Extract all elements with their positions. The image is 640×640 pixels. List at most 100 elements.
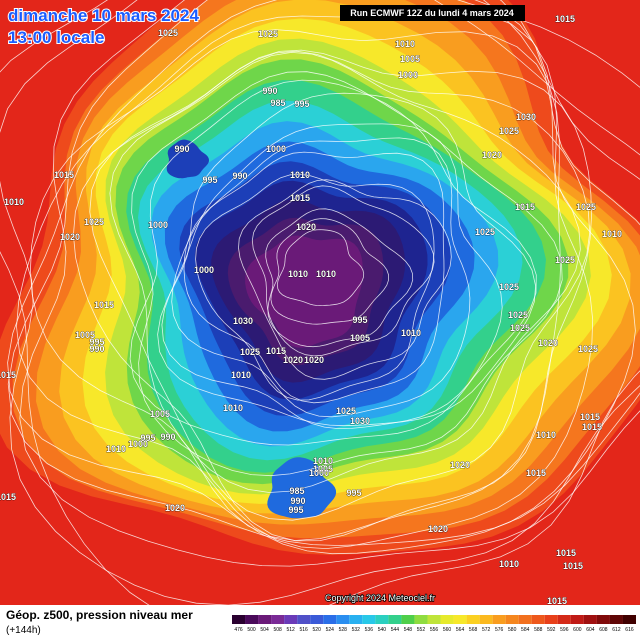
- colorbar-label: 604: [586, 627, 595, 633]
- isobar-label: 990: [89, 344, 104, 354]
- isobar-label: 1015: [515, 202, 535, 212]
- time: 13:00 locale: [8, 28, 104, 47]
- isobar-label: 1015: [563, 561, 583, 571]
- isobar-label: 1010: [106, 444, 126, 454]
- colorbar-label: 576: [495, 627, 504, 633]
- isobar-label: 1005: [150, 409, 170, 419]
- colorbar-swatch: [492, 615, 506, 624]
- isobar-label: 1000: [309, 468, 329, 478]
- colorbar-label: 504: [260, 627, 269, 633]
- colorbar-label: 568: [469, 627, 478, 633]
- isobar-label: 1030: [350, 416, 370, 426]
- isobar-label: 995: [202, 175, 217, 185]
- isobar-label: 995: [352, 315, 367, 325]
- footer-title: Géop. z500, pression niveau mer: [6, 608, 193, 622]
- colorbar-swatch: [297, 615, 311, 624]
- isobar-label: 1025: [240, 347, 260, 357]
- isobar: [251, 185, 435, 357]
- colorbar-label: 584: [521, 627, 530, 633]
- colorbar-swatch: [323, 615, 337, 624]
- isobar-label: 1025: [499, 126, 519, 136]
- isobar-label: 1010: [223, 403, 243, 413]
- colorbar-label: 500: [247, 627, 256, 633]
- isobar-label: 1025: [258, 29, 278, 39]
- isobar-label: 1020: [165, 503, 185, 513]
- isobar: [171, 137, 471, 418]
- isobar-label: 1025: [158, 28, 178, 38]
- colorbar-label: 596: [560, 627, 569, 633]
- isobar-label: 1020: [482, 150, 502, 160]
- isobar: [276, 229, 365, 307]
- isobar-label: 990: [174, 144, 189, 154]
- colorbar-swatch: [349, 615, 363, 624]
- isobar-label: 985: [270, 98, 285, 108]
- isobar-label: 1000: [266, 144, 286, 154]
- isobar-label: 1025: [84, 217, 104, 227]
- run-label: Run ECMWF 12Z du lundi 4 mars 2024: [350, 8, 514, 18]
- colorbar-label: 560: [443, 627, 452, 633]
- isobar-label: 995: [294, 99, 309, 109]
- isobar-label: 1020: [428, 524, 448, 534]
- isobar-label: 995: [89, 337, 104, 347]
- isobar-label: 995: [346, 488, 361, 498]
- low-blob: [166, 139, 209, 179]
- isobar-label: 1030: [516, 112, 536, 122]
- isobar-label: 1000: [194, 265, 214, 275]
- isobar-label: 985: [289, 486, 304, 496]
- isobar-label: 1015: [94, 300, 114, 310]
- colorbar-label: 564: [456, 627, 465, 633]
- colorbar-label: 548: [404, 627, 413, 633]
- colorbar-label: 540: [378, 627, 387, 633]
- colorbar-swatch: [583, 615, 597, 624]
- isobar-label: 1015: [54, 170, 74, 180]
- colorbar-swatch: [596, 615, 610, 624]
- colorbar-swatch: [622, 615, 636, 624]
- isobar-label: 1010: [313, 456, 333, 466]
- isobar-label: 1010: [288, 269, 308, 279]
- colorbar-label: 508: [273, 627, 282, 633]
- isobar-label: 1020: [538, 338, 558, 348]
- colorbar-label: 512: [286, 627, 295, 633]
- isobar: [7, 0, 640, 546]
- isobar: [109, 51, 581, 493]
- colorbar-swatch: [388, 615, 402, 624]
- colorbar-swatch: [505, 615, 519, 624]
- isobar: [265, 208, 414, 348]
- copyright: Copyright 2024 Meteociel.fr: [325, 593, 435, 603]
- colorbar-label: 588: [534, 627, 543, 633]
- colorbar-label: 616: [625, 627, 634, 633]
- isobar-label: 1020: [450, 460, 470, 470]
- isobar-label: 1010: [395, 39, 415, 49]
- isobar-label: 1025: [336, 406, 356, 416]
- isobar-label: 1015: [556, 548, 576, 558]
- isobar-label: 1015: [0, 492, 16, 502]
- isobar: [183, 151, 445, 404]
- colorbar-label: 572: [482, 627, 491, 633]
- isobar: [195, 173, 435, 401]
- isobar-label: 1000: [148, 220, 168, 230]
- isobar-label: 1015: [266, 346, 286, 356]
- isobar-label: 990: [262, 86, 277, 96]
- colorbar-swatch: [466, 615, 480, 624]
- date: dimanche 10 mars 2024: [8, 6, 199, 25]
- isobar-label: 1000: [128, 439, 148, 449]
- isobar: [131, 71, 563, 477]
- colorbar-label: 476: [234, 627, 243, 633]
- isobar-label: 1020: [283, 355, 303, 365]
- isobar-label: 1010: [290, 170, 310, 180]
- colorbar-swatch: [271, 615, 285, 624]
- isobar-label: 1010: [401, 328, 421, 338]
- colorbar-swatch: [427, 615, 441, 624]
- isobar-label: 1005: [313, 464, 333, 474]
- isobar-label: 1010: [4, 197, 24, 207]
- colorbar-label: 520: [313, 627, 322, 633]
- isobar-label: 1010: [231, 370, 251, 380]
- isobar: [270, 218, 390, 325]
- isobar-label: 1005: [400, 54, 420, 64]
- colorbar-swatch: [440, 615, 454, 624]
- colorbar-label: 608: [599, 627, 608, 633]
- isobar-label: 1020: [304, 355, 324, 365]
- colorbar-label: 524: [326, 627, 335, 633]
